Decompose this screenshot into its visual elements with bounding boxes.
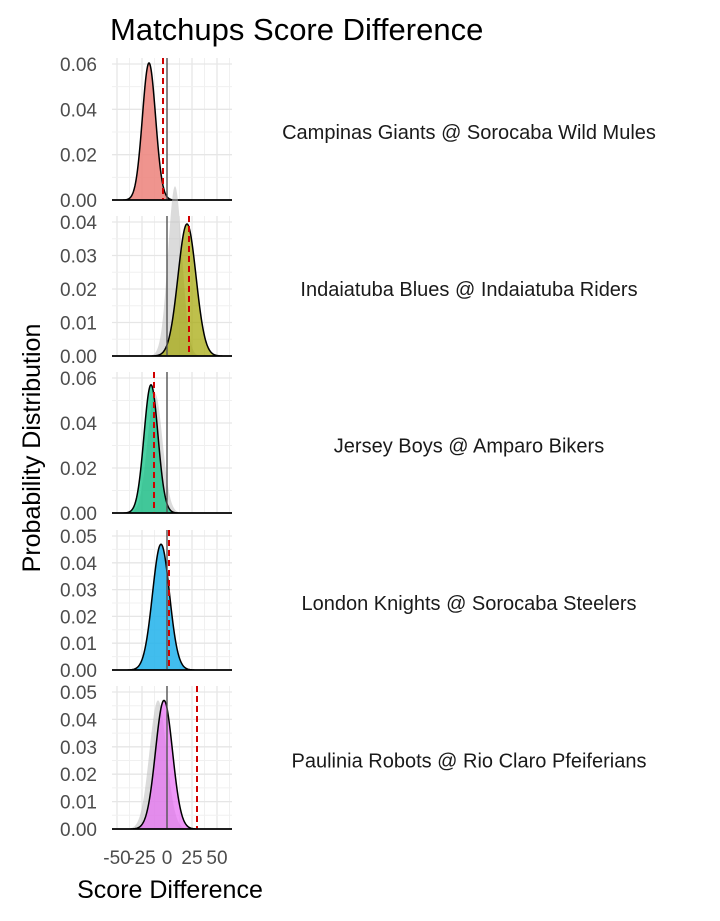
x-tick-label: 50 bbox=[206, 848, 227, 869]
y-tick-label: 0.05 bbox=[60, 527, 97, 548]
facet-panels: 0.00 0.02 0.04 0.06 Campinas Giants @ Soroca… bbox=[60, 55, 656, 869]
facet-label: Jersey Boys @ Amparo Bikers bbox=[334, 436, 604, 458]
facet-panel: 0.00 0.01 0.02 0.03 0.04 Indaiatuba Blues @ I… bbox=[60, 186, 638, 368]
y-tick-label: 0.04 bbox=[60, 213, 97, 234]
facet-label: Indaiatuba Blues @ Indaiatuba Riders bbox=[300, 279, 637, 301]
y-tick-label: 0.00 bbox=[60, 191, 97, 212]
facet-panel: 0.00 0.01 0.02 0.03 0.04 0.05 Paulinia Robots … bbox=[60, 683, 646, 841]
x-tick-label: -25 bbox=[128, 848, 155, 869]
x-tick-label: 25 bbox=[181, 848, 202, 869]
y-tick-label: 0.04 bbox=[60, 100, 97, 121]
y-axis-title: Probability Distribution bbox=[18, 324, 46, 573]
y-tick-label: 0.02 bbox=[60, 459, 97, 480]
y-tick-label: 0.01 bbox=[60, 314, 97, 335]
facet-panel: 0.00 0.02 0.04 0.06 Jersey Boys @ Amparo Bik… bbox=[60, 369, 604, 525]
y-tick-label: 0.00 bbox=[60, 820, 97, 841]
facet-label: Campinas Giants @ Sorocaba Wild Mules bbox=[282, 122, 656, 144]
y-tick-label: 0.03 bbox=[60, 581, 97, 602]
y-tick-label: 0.01 bbox=[60, 634, 97, 655]
y-tick-label: 0.04 bbox=[60, 554, 97, 575]
y-tick-label: 0.01 bbox=[60, 793, 97, 814]
y-tick-label: 0.06 bbox=[60, 369, 97, 390]
y-tick-label: 0.00 bbox=[60, 504, 97, 525]
y-tick-label: 0.02 bbox=[60, 607, 97, 628]
facet-panel: 0.00 0.02 0.04 0.06 Campinas Giants @ Soroca… bbox=[60, 55, 656, 212]
x-tick-label: 0 bbox=[162, 848, 173, 869]
y-tick-label: 0.02 bbox=[60, 280, 97, 301]
facet-panel: 0.00 0.01 0.02 0.03 0.04 0.05 London Knights @… bbox=[60, 527, 636, 682]
y-tick-label: 0.02 bbox=[60, 146, 97, 167]
reference-density bbox=[112, 186, 232, 356]
x-tick-label: -50 bbox=[103, 848, 130, 869]
y-tick-label: 0.03 bbox=[60, 247, 97, 268]
y-tick-label: 0.04 bbox=[60, 414, 97, 435]
y-tick-label: 0.03 bbox=[60, 738, 97, 759]
y-tick-label: 0.00 bbox=[60, 661, 97, 682]
y-tick-label: 0.06 bbox=[60, 55, 97, 76]
y-tick-label: 0.00 bbox=[60, 347, 97, 368]
y-tick-label: 0.04 bbox=[60, 710, 97, 731]
x-axis-title: Score Difference bbox=[77, 876, 263, 904]
chart-title: Matchups Score Difference bbox=[110, 12, 483, 47]
y-tick-label: 0.02 bbox=[60, 765, 97, 786]
y-tick-label: 0.05 bbox=[60, 683, 97, 704]
facet-label: Paulinia Robots @ Rio Claro Pfeiferians bbox=[292, 751, 647, 773]
facet-label: London Knights @ Sorocaba Steelers bbox=[302, 593, 637, 615]
